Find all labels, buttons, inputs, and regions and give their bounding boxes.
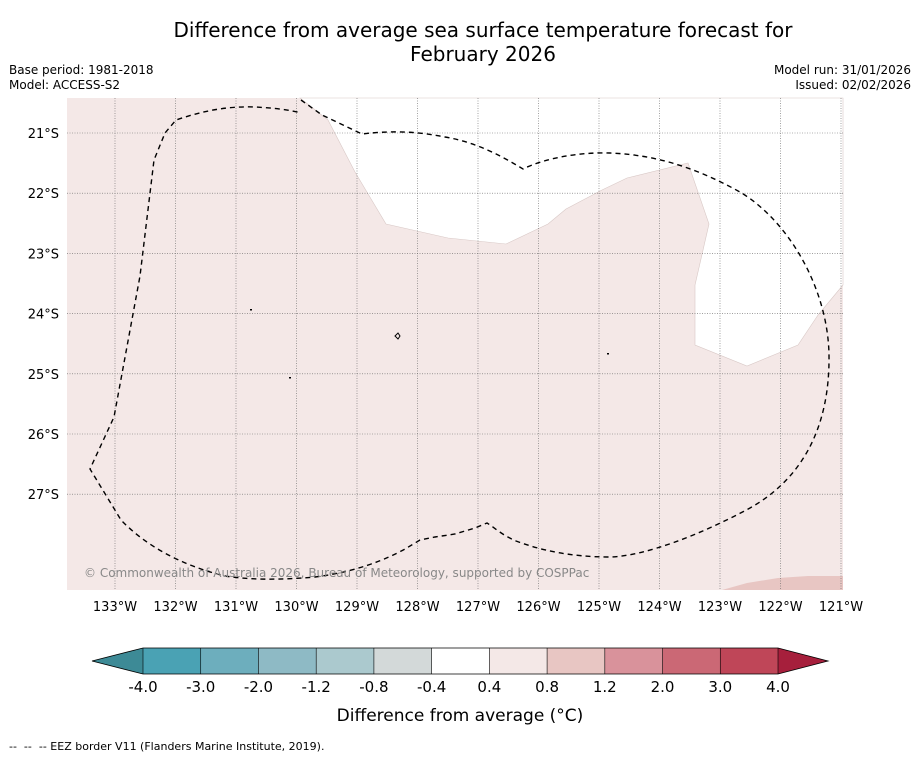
colorbar-segment <box>431 648 490 674</box>
colorbar-segment <box>143 648 202 674</box>
lon-label: 123°W <box>698 600 742 615</box>
lat-label: 24°S <box>28 308 59 323</box>
colorbar-segment <box>720 648 779 674</box>
title-line-1: Difference from average sea surface temp… <box>173 18 793 42</box>
lon-label: 132°W <box>153 600 197 615</box>
model-text: Model: ACCESS-S2 <box>9 78 121 92</box>
colorbar-tick-label: 3.0 <box>708 678 732 696</box>
eez-border <box>89 99 830 580</box>
gridlines <box>67 98 843 590</box>
colorbar-tick-label: -0.8 <box>359 678 388 696</box>
lat-label: 22°S <box>28 187 59 202</box>
lon-label: 130°W <box>274 600 318 615</box>
colorbar-segment <box>316 648 375 674</box>
neutral-zone <box>299 97 844 367</box>
meta-left: Base period: 1981-2018 Model: ACCESS-S2 <box>9 63 154 93</box>
island-1 <box>394 332 401 340</box>
colorbar-tick-label: 0.4 <box>477 678 501 696</box>
map-figure: © Commonwealth of Australia 2026, Bureau… <box>28 97 863 726</box>
longitude-labels: 133°W 132°W 131°W 130°W 129°W 128°W 127°W 126°W… <box>93 600 863 615</box>
colorbar-segment <box>547 648 606 674</box>
model-run-text: Model run: 31/01/2026 <box>773 63 911 77</box>
colorbar-tick-label: -3.0 <box>186 678 215 696</box>
lon-label: 121°W <box>819 600 863 615</box>
colorbar-under-arrow <box>92 648 143 674</box>
lon-label: 127°W <box>456 600 500 615</box>
island-4 <box>607 353 609 355</box>
colorbar-tick-label: -4.0 <box>128 678 157 696</box>
colorbar-segments <box>143 648 779 674</box>
colorbar-ticks: -4.0 -3.0 -2.0 -1.2 -0.8 -0.4 0.4 0.8 1.2 2.0 3.0 4… <box>128 648 790 696</box>
colorbar-segment <box>604 648 663 674</box>
island-2 <box>250 309 252 311</box>
lon-label: 122°W <box>758 600 802 615</box>
lon-label: 125°W <box>577 600 621 615</box>
colorbar-tick-label: 0.8 <box>535 678 559 696</box>
colorbar-tick-label: 1.2 <box>593 678 617 696</box>
lon-label: 133°W <box>93 600 137 615</box>
colorbar-segment <box>662 648 721 674</box>
colorbar-tick-label: -2.0 <box>244 678 273 696</box>
lat-label: 23°S <box>28 247 59 262</box>
colorbar-tick-label: 2.0 <box>651 678 675 696</box>
colorbar-label: Difference from average (°C) <box>337 706 584 726</box>
lat-label: 25°S <box>28 368 59 383</box>
lon-label: 128°W <box>395 600 439 615</box>
copyright-text: © Commonwealth of Australia 2026, Bureau… <box>84 566 589 580</box>
lon-label: 124°W <box>637 600 681 615</box>
colorbar-tick-label: 4.0 <box>766 678 790 696</box>
lat-label: 27°S <box>28 488 59 503</box>
title-line-2: February 2026 <box>410 42 556 66</box>
lon-label: 131°W <box>214 600 258 615</box>
meta-right: Model run: 31/01/2026 Issued: 02/02/2026 <box>774 63 911 93</box>
colorbar-over-arrow <box>778 648 828 674</box>
lat-label: 26°S <box>28 428 59 443</box>
colorbar-segment <box>489 648 548 674</box>
colorbar-segment <box>258 648 317 674</box>
island-3 <box>289 377 291 379</box>
latitude-labels: 21°S 22°S 23°S 24°S 25°S 26°S 27°S <box>28 127 59 503</box>
colorbar-segment <box>373 648 432 674</box>
lon-label: 129°W <box>335 600 379 615</box>
colorbar: -4.0 -3.0 -2.0 -1.2 -0.8 -0.4 0.4 0.8 1.2 2.0 3.0 4… <box>91 647 830 726</box>
base-period-text: Base period: 1981-2018 <box>9 63 154 77</box>
colorbar-tick-label: -0.4 <box>417 678 446 696</box>
issued-text: Issued: 02/02/2026 <box>795 78 911 92</box>
map-title: Difference from average sea surface temp… <box>140 18 826 66</box>
map-panel: © Commonwealth of Australia 2026, Bureau… <box>67 97 844 590</box>
lon-label: 126°W <box>516 600 560 615</box>
lat-label: 21°S <box>28 127 59 142</box>
warm-anomaly-zone <box>722 576 843 590</box>
colorbar-segment <box>200 648 259 674</box>
colorbar-tick-label: -1.2 <box>302 678 331 696</box>
eez-legend-text: -- -- -- EEZ border V11 (Flanders Marine… <box>9 740 325 753</box>
